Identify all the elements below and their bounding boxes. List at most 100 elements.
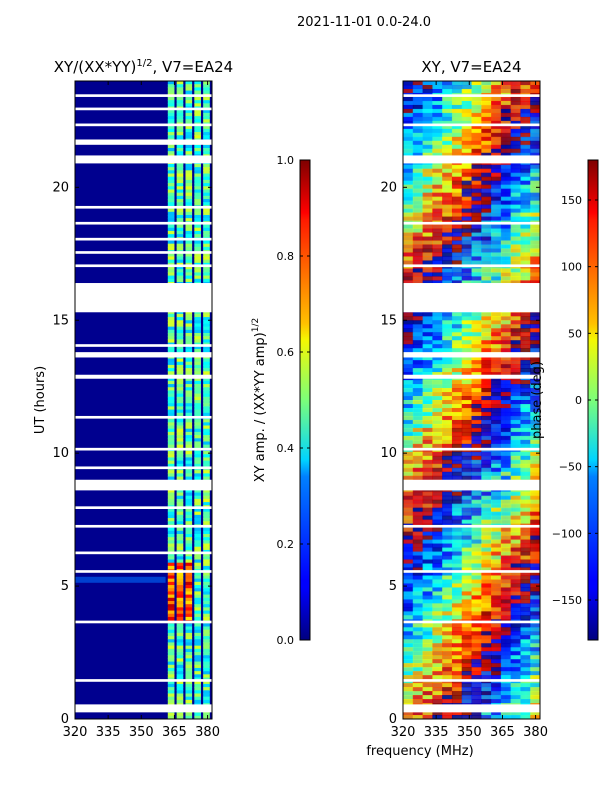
phase-cell [520, 144, 531, 150]
phase-cell [481, 128, 492, 134]
x-tick-label: 380 [195, 725, 220, 740]
phase-cell [451, 463, 463, 469]
phase-cell [500, 380, 512, 385]
phase-cell [471, 208, 482, 214]
phase-cell [422, 471, 433, 477]
phase-cell [451, 360, 463, 365]
amplitude-cell [167, 639, 175, 644]
phase-cell [500, 451, 512, 457]
amplitude-cell [185, 540, 193, 545]
phase-cell [520, 587, 531, 592]
phase-cell [432, 455, 443, 461]
phase-cell [520, 180, 531, 186]
amplitude-cell [167, 313, 175, 318]
amplitude-cell [194, 189, 201, 194]
phase-cell [481, 81, 492, 86]
phase-cell [412, 591, 424, 596]
amplitude-cell [194, 613, 201, 618]
phase-cell [510, 312, 522, 317]
amplitude-cell [185, 655, 193, 659]
phase-cell [403, 96, 414, 102]
amplitude-cell [203, 333, 210, 337]
amplitude-cell [176, 457, 184, 462]
amplitude-cell [203, 119, 210, 124]
phase-cell [520, 252, 531, 258]
phase-cell [471, 571, 482, 577]
phase-cell [520, 400, 531, 405]
phase-cell [530, 455, 540, 461]
phase-cell [412, 411, 424, 417]
amplitude-cell [167, 326, 175, 331]
phase-cell [481, 344, 492, 349]
phase-cell [432, 567, 443, 573]
phase-cell [520, 443, 531, 449]
amplitude-cell [185, 533, 193, 538]
phase-cell [412, 711, 424, 716]
amplitude-cell [167, 339, 175, 344]
phase-cell [412, 647, 424, 652]
phase-cell [481, 507, 492, 513]
flag-gap [75, 447, 212, 451]
phase-cell [491, 555, 502, 561]
phase-cell [422, 268, 433, 273]
phase-cell [451, 591, 463, 596]
phase-cell [432, 252, 443, 258]
phase-cell [442, 539, 453, 545]
phase-cell [520, 575, 531, 581]
phase-cell [530, 607, 540, 612]
phase-cell [432, 583, 443, 589]
phase-cell [412, 687, 424, 692]
phase-cell [530, 400, 540, 405]
phase-cell [422, 491, 433, 497]
phase-cell [432, 695, 443, 700]
phase-cell [422, 128, 433, 134]
phase-cell [442, 324, 453, 329]
phase-cell [530, 360, 540, 365]
phase-cell [412, 627, 424, 632]
phase-cell [530, 236, 540, 242]
phase-cell [520, 268, 531, 273]
amplitude-cell [203, 202, 210, 207]
flag-gap [403, 155, 540, 164]
phase-cell [500, 100, 512, 106]
phase-cell [491, 503, 502, 509]
amplitude-cell [176, 661, 184, 666]
amplitude-cell [203, 170, 210, 175]
amplitude-cell [185, 591, 193, 596]
phase-cell [530, 364, 540, 369]
phase-cell [491, 467, 502, 473]
amplitude-cell [185, 208, 193, 213]
amplitude-cell [176, 690, 184, 695]
phase-cell [471, 196, 482, 202]
amplitude-cell [185, 167, 193, 171]
phase-cell [403, 687, 414, 692]
phase-cell [500, 695, 512, 700]
phase-cell [500, 120, 512, 126]
phase-cell [442, 248, 453, 254]
amplitude-cell [185, 425, 193, 430]
amplitude-cell [167, 371, 175, 376]
amplitude-cell [194, 135, 201, 140]
amplitude-cell [167, 575, 175, 580]
phase-cell [422, 88, 433, 94]
phase-cell [442, 431, 453, 437]
phase-cell [432, 471, 443, 477]
phase-cell [530, 451, 540, 457]
amplitude-cell [185, 435, 193, 439]
phase-cell [432, 100, 443, 106]
phase-cell [451, 104, 463, 110]
phase-cell [422, 364, 433, 369]
amplitude-cell [167, 492, 175, 497]
phase-cell [461, 256, 473, 262]
phase-cell [510, 104, 522, 110]
phase-cell [510, 579, 522, 585]
phase-cell [442, 467, 453, 473]
phase-cell [422, 152, 433, 158]
phase-cell [442, 280, 453, 285]
y-tick-label: 5 [61, 579, 69, 594]
phase-cell [520, 196, 531, 202]
phase-cell [451, 280, 463, 285]
phase-cell [481, 368, 492, 373]
phase-cell [412, 403, 424, 409]
phase-cell [500, 627, 512, 632]
